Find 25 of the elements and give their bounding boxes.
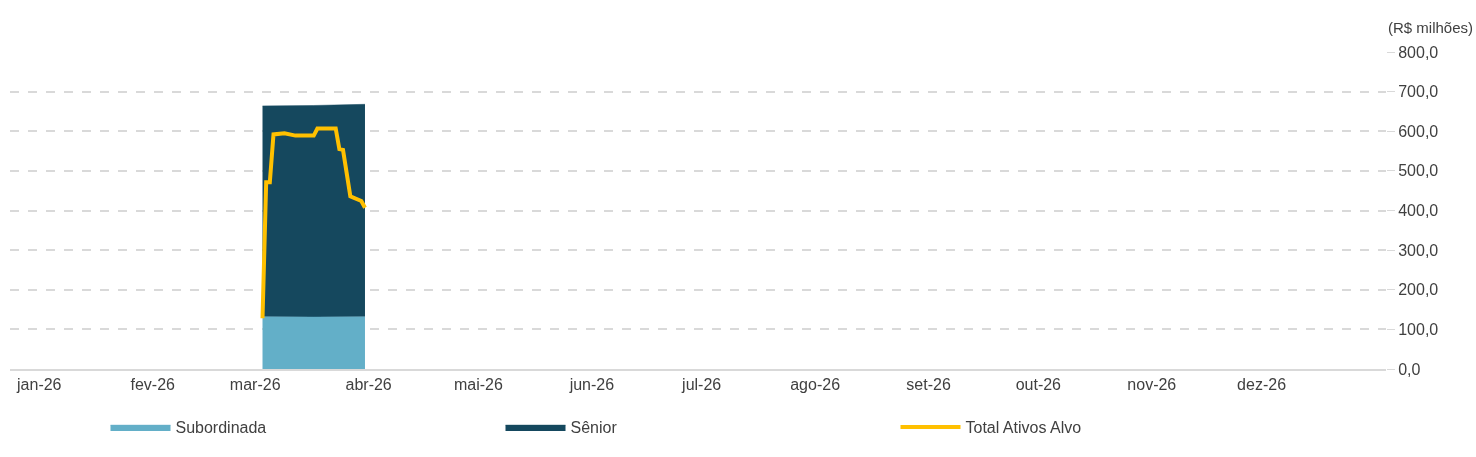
legend-label: Total Ativos Alvo [965,419,1082,437]
y-tick-label: 500,0 [1398,162,1439,180]
y-tick-label: 0,0 [1398,360,1421,378]
legend-label: Subordinada [175,419,267,437]
y-tick-label: 800,0 [1398,43,1439,61]
x-tick-label: jun-26 [568,375,615,393]
y-axis-title: (R$ milhões) [1388,19,1474,36]
y-tick-label: 300,0 [1398,241,1439,259]
y-tick-label: 700,0 [1398,83,1439,101]
x-tick-label: out-26 [1015,375,1062,393]
x-tick-label: mar-26 [229,375,281,393]
x-tick-label: jan-26 [16,375,62,393]
x-tick-label: set-26 [906,375,951,393]
y-tick-label: 200,0 [1398,281,1439,299]
y-tick-label: 600,0 [1398,122,1439,140]
x-tick-label: abr-26 [345,375,392,393]
x-tick-label: nov-26 [1127,375,1177,393]
x-tick-label: fev-26 [130,375,176,393]
legend-label: Sênior [570,419,618,437]
y-tick-label: 100,0 [1398,320,1439,338]
x-tick-label: mai-26 [453,375,503,393]
x-tick-label: jul-26 [681,375,722,393]
y-tick-label: 400,0 [1398,202,1439,220]
x-tick-label: dez-26 [1237,375,1287,393]
x-tick-label: ago-26 [790,375,841,393]
